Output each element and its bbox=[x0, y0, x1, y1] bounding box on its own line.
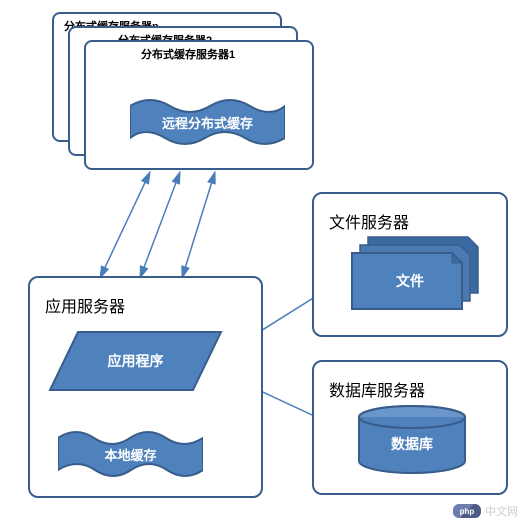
files-shape: 文件 bbox=[350, 235, 480, 315]
files-label: 文件 bbox=[396, 271, 424, 291]
local-cache-label: 本地缓存 bbox=[104, 445, 156, 464]
local-cache-shape: 本地缓存 bbox=[58, 430, 203, 478]
database-shape: 数据库 bbox=[357, 405, 467, 475]
remote-cache-label: 远程分布式缓存 bbox=[162, 113, 253, 132]
cache-server-label-1: 分布式缓存服务器1 bbox=[141, 46, 235, 62]
application-label: 应用程序 bbox=[108, 351, 164, 371]
db-server-title: 数据库服务器 bbox=[329, 377, 506, 401]
file-server-title: 文件服务器 bbox=[329, 209, 506, 233]
application-shape: 应用程序 bbox=[48, 330, 223, 392]
app-server-title: 应用服务器 bbox=[45, 293, 261, 317]
database-label: 数据库 bbox=[391, 434, 433, 454]
remote-cache-shape: 远程分布式缓存 bbox=[130, 98, 285, 146]
watermark-text: 中文网 bbox=[485, 503, 518, 519]
watermark: php 中文网 bbox=[453, 503, 518, 519]
watermark-logo: php bbox=[453, 504, 481, 518]
